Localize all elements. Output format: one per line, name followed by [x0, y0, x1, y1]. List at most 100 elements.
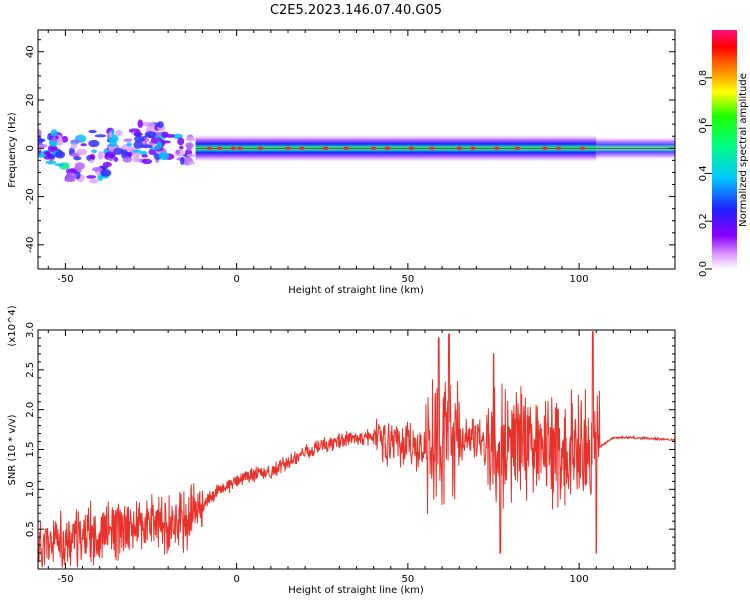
spectrum-blob: [132, 152, 141, 158]
spectrum-blob: [89, 179, 99, 184]
spectrum-blob: [137, 119, 144, 129]
spectrum-hotspot: [298, 146, 305, 150]
spectrum-hotspot: [456, 146, 463, 150]
x-tick-label: 50: [402, 574, 415, 585]
spectrum-blob: [134, 135, 145, 143]
spectrum-blob: [65, 168, 77, 175]
spectrum-hotspot: [493, 146, 500, 150]
spectrum-hotspot: [408, 146, 415, 150]
spectrum-hotspot: [257, 146, 264, 150]
x-tick-label: 0: [233, 274, 239, 285]
spectrum-blob: [108, 131, 113, 138]
spectrum-blob: [133, 140, 144, 149]
spectrum-blob: [141, 158, 153, 165]
colorbar-label: Normalized spectral amplitude: [738, 73, 749, 227]
snr-series-line: [38, 331, 675, 568]
spectrum-hotspot: [555, 146, 562, 150]
spectrum-hotspot: [370, 146, 377, 150]
spectrum-hotspot: [343, 146, 350, 150]
spectrum-hotspot: [237, 146, 244, 150]
spectrum-blob: [156, 140, 163, 150]
spectrogram-x-axis-label: Height of straight line (km): [288, 285, 424, 296]
spectrum-blob: [38, 144, 48, 148]
snr-x-axis-label: Height of straight line (km): [288, 585, 424, 596]
colorbar-tick-label: 0.4: [698, 165, 709, 181]
spectrum-blob: [65, 172, 77, 180]
spectrum-blob: [54, 163, 64, 167]
snr-y-axis-label: SNR (10 * v/v): [7, 414, 18, 485]
spectrum-blob: [86, 175, 97, 179]
y-tick-label: 2.5: [25, 362, 36, 378]
spectrum-blob: [132, 156, 141, 163]
spectrum-blob: [80, 143, 87, 147]
spectrum-blob: [70, 153, 80, 157]
spectrogram-panel: -50 0 50 100 -40 -20 0 20 40 Height of straight …: [7, 29, 676, 296]
y-tick-label: 1.0: [25, 481, 36, 497]
spectrum-blob: [100, 169, 112, 177]
spectrum-hotspot: [428, 146, 435, 150]
x-tick-label: 100: [570, 574, 589, 585]
spectrum-blob: [104, 151, 116, 159]
x-tick-label: -50: [57, 274, 73, 285]
spectrum-blob: [144, 131, 157, 138]
spectrum-blob: [140, 151, 148, 156]
spectrum-blob: [73, 156, 82, 161]
spectrum-blob: [123, 138, 133, 142]
spectrum-blob: [61, 135, 69, 143]
snr-panel: -50 0 50 100 0.5 1.0 1.5 2.0 2.5 3.0 Height of st…: [7, 305, 676, 596]
spectrum-blob: [88, 139, 100, 148]
spectrum-blob: [157, 121, 164, 129]
spectrum-blob: [74, 162, 86, 170]
spectrum-hotspot: [469, 146, 476, 150]
y-tick-label: 0: [25, 145, 36, 151]
spectrum-blob: [45, 160, 57, 165]
spectrum-hotspot: [514, 146, 521, 150]
spectrum-blob: [55, 151, 66, 159]
chart-title: C2E5.2023.146.07.40.G05: [270, 3, 442, 18]
spectrum-blob: [133, 132, 144, 136]
spectrum-blob: [140, 144, 153, 149]
spectrum-hotspot: [541, 146, 548, 150]
spectrum-blob: [161, 131, 169, 138]
colorbar-gradient: [712, 30, 737, 269]
y-tick-label: -20: [25, 188, 36, 204]
spectrum-blob: [185, 142, 194, 149]
spectrum-blob: [91, 149, 98, 154]
spectrum-blob: [92, 167, 103, 172]
spectrum-blob: [145, 122, 156, 128]
spectrum-blob: [180, 156, 185, 166]
spectrum-blob: [51, 136, 57, 142]
y-tick-label: 2.0: [25, 402, 36, 418]
spectrum-hotspot: [285, 146, 292, 150]
spectrum-blob: [126, 142, 132, 147]
y-tick-label: 1.5: [25, 442, 36, 458]
colorbar-ticks: 0.0 0.2 0.4 0.6 0.8: [698, 70, 712, 277]
spectrum-hotspot: [216, 146, 223, 150]
spectrum-blob: [186, 153, 197, 157]
spectrum-blob: [141, 154, 148, 158]
spectrum-blob: [175, 149, 181, 155]
spectrum-blob: [150, 146, 158, 151]
y-tick-label: -40: [25, 237, 36, 253]
spectrogram-y-axis-label: Frequency (Hz): [7, 112, 18, 188]
snr-y-multiplier: (x10^4): [7, 305, 18, 346]
spectrum-blob: [158, 152, 170, 161]
colorbar-tick-label: 0.0: [698, 261, 709, 277]
spectrum-hotspot: [384, 146, 391, 150]
spectrum-blob: [88, 129, 97, 134]
spectrum-blob: [38, 138, 46, 143]
spectrogram-ticks: -50 0 50 100 -40 -20 0 20 40: [25, 30, 675, 285]
spectrum-blob: [113, 147, 124, 155]
spectrum-blob: [115, 129, 123, 137]
spectrum-blob: [89, 159, 94, 164]
x-tick-label: 0: [233, 574, 239, 585]
spectrum-blob: [185, 136, 196, 142]
spectrum-blob: [56, 137, 64, 146]
spectrum-hotspot: [230, 146, 237, 150]
y-tick-label: 0.5: [25, 521, 36, 537]
spectrogram-image: [38, 119, 675, 184]
x-tick-label: -50: [57, 574, 73, 585]
spectrum-blob: [38, 128, 42, 138]
spectrum-blob: [126, 152, 133, 157]
spectrum-blob: [159, 140, 172, 144]
